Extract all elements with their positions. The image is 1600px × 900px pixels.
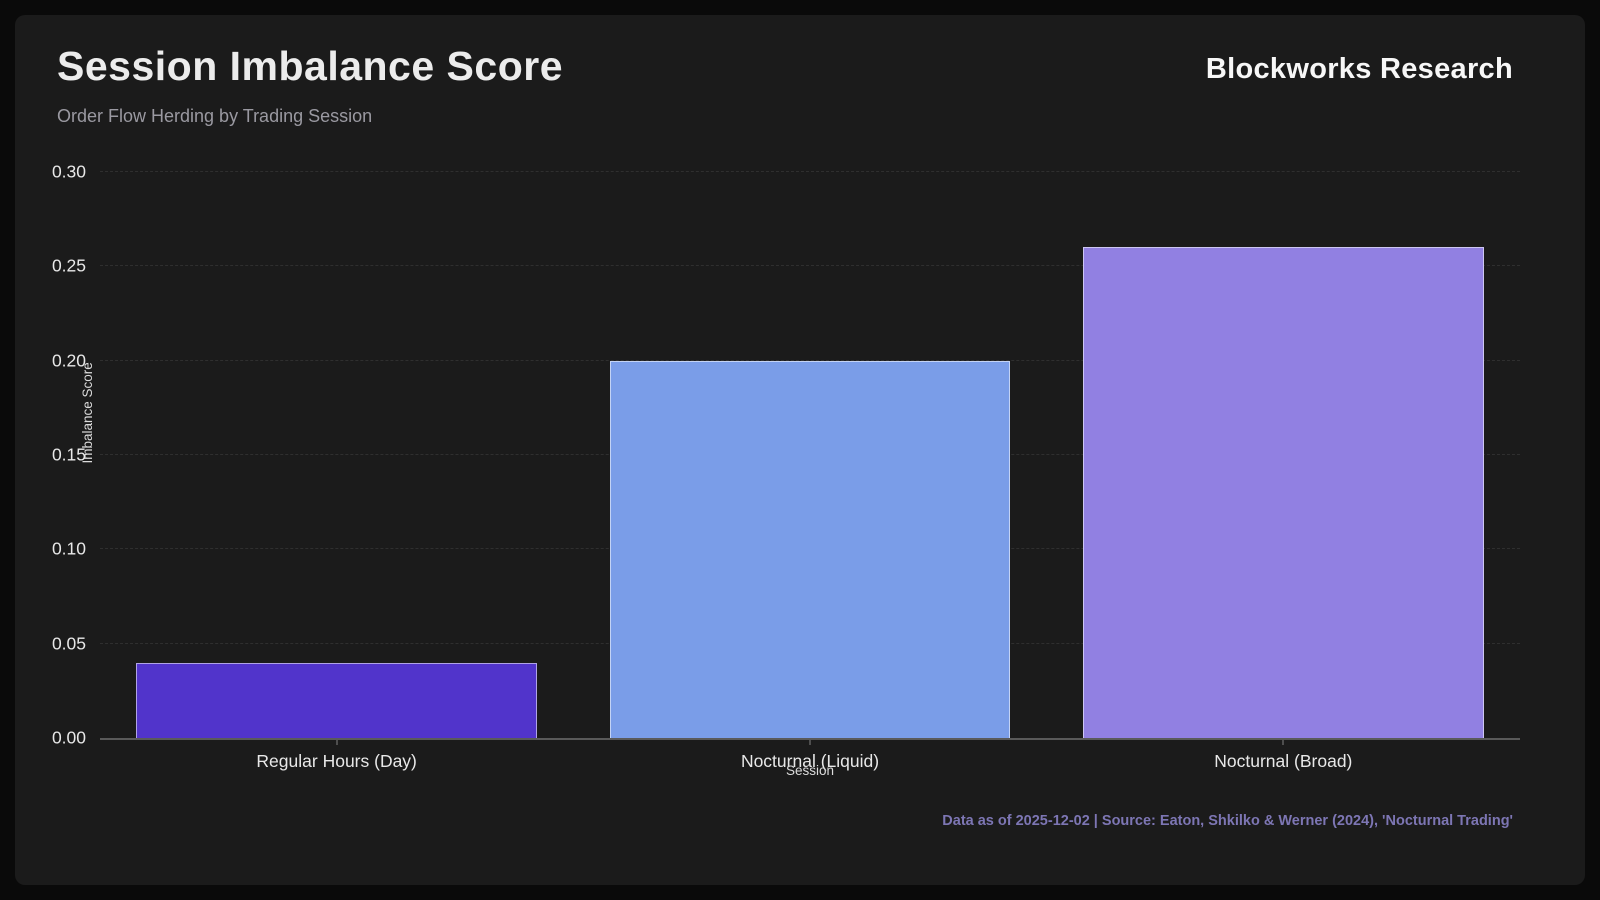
y-tick-label-0.10: 0.10: [51, 538, 86, 559]
y-tick-label-0.30: 0.30: [51, 161, 86, 182]
x-tick-label-nocturnal-liquid: Nocturnal (Liquid): [740, 751, 880, 771]
x-tick-regular-hours-day: [336, 740, 338, 745]
y-tick-label-0.25: 0.25: [51, 255, 86, 276]
y-tick-label-0.20: 0.20: [51, 350, 86, 371]
bar-regular-hours-day[interactable]: [136, 662, 537, 738]
y-tick-label-0.15: 0.15: [51, 444, 86, 465]
chart-card: Session Imbalance Score Order Flow Herdi…: [15, 15, 1585, 885]
bar-nocturnal-broad[interactable]: [1083, 247, 1484, 738]
x-tick-nocturnal-liquid: [809, 740, 811, 745]
chart-subtitle: Order Flow Herding by Trading Session: [57, 106, 373, 126]
plot-area: 0.00 0.05 0.10 0.15 0.20 0.25 0.30 Regular Hour…: [52, 162, 1520, 771]
x-axis-title: Session: [785, 763, 835, 778]
brand-logo: Blockworks Research: [1205, 53, 1513, 85]
x-tick-label-regular-hours-day: Regular Hours (Day): [256, 751, 417, 771]
chart-title: Session Imbalance Score: [57, 43, 564, 89]
gridline-y-0.20: [100, 359, 1520, 361]
y-tick-label-0.05: 0.05: [51, 633, 86, 654]
gridline-y-0.30: [100, 171, 1520, 172]
y-tick-label-0.00: 0.00: [51, 727, 86, 748]
bar-nocturnal-liquid[interactable]: [609, 360, 1011, 738]
x-tick-nocturnal-broad: [1282, 740, 1284, 745]
x-tick-label-nocturnal-broad: Nocturnal (Broad): [1214, 751, 1353, 771]
source-note: Data as of 2025-12-02 | Source: Eaton, S…: [942, 813, 1513, 829]
gridline-y-0.25: [100, 265, 1520, 267]
